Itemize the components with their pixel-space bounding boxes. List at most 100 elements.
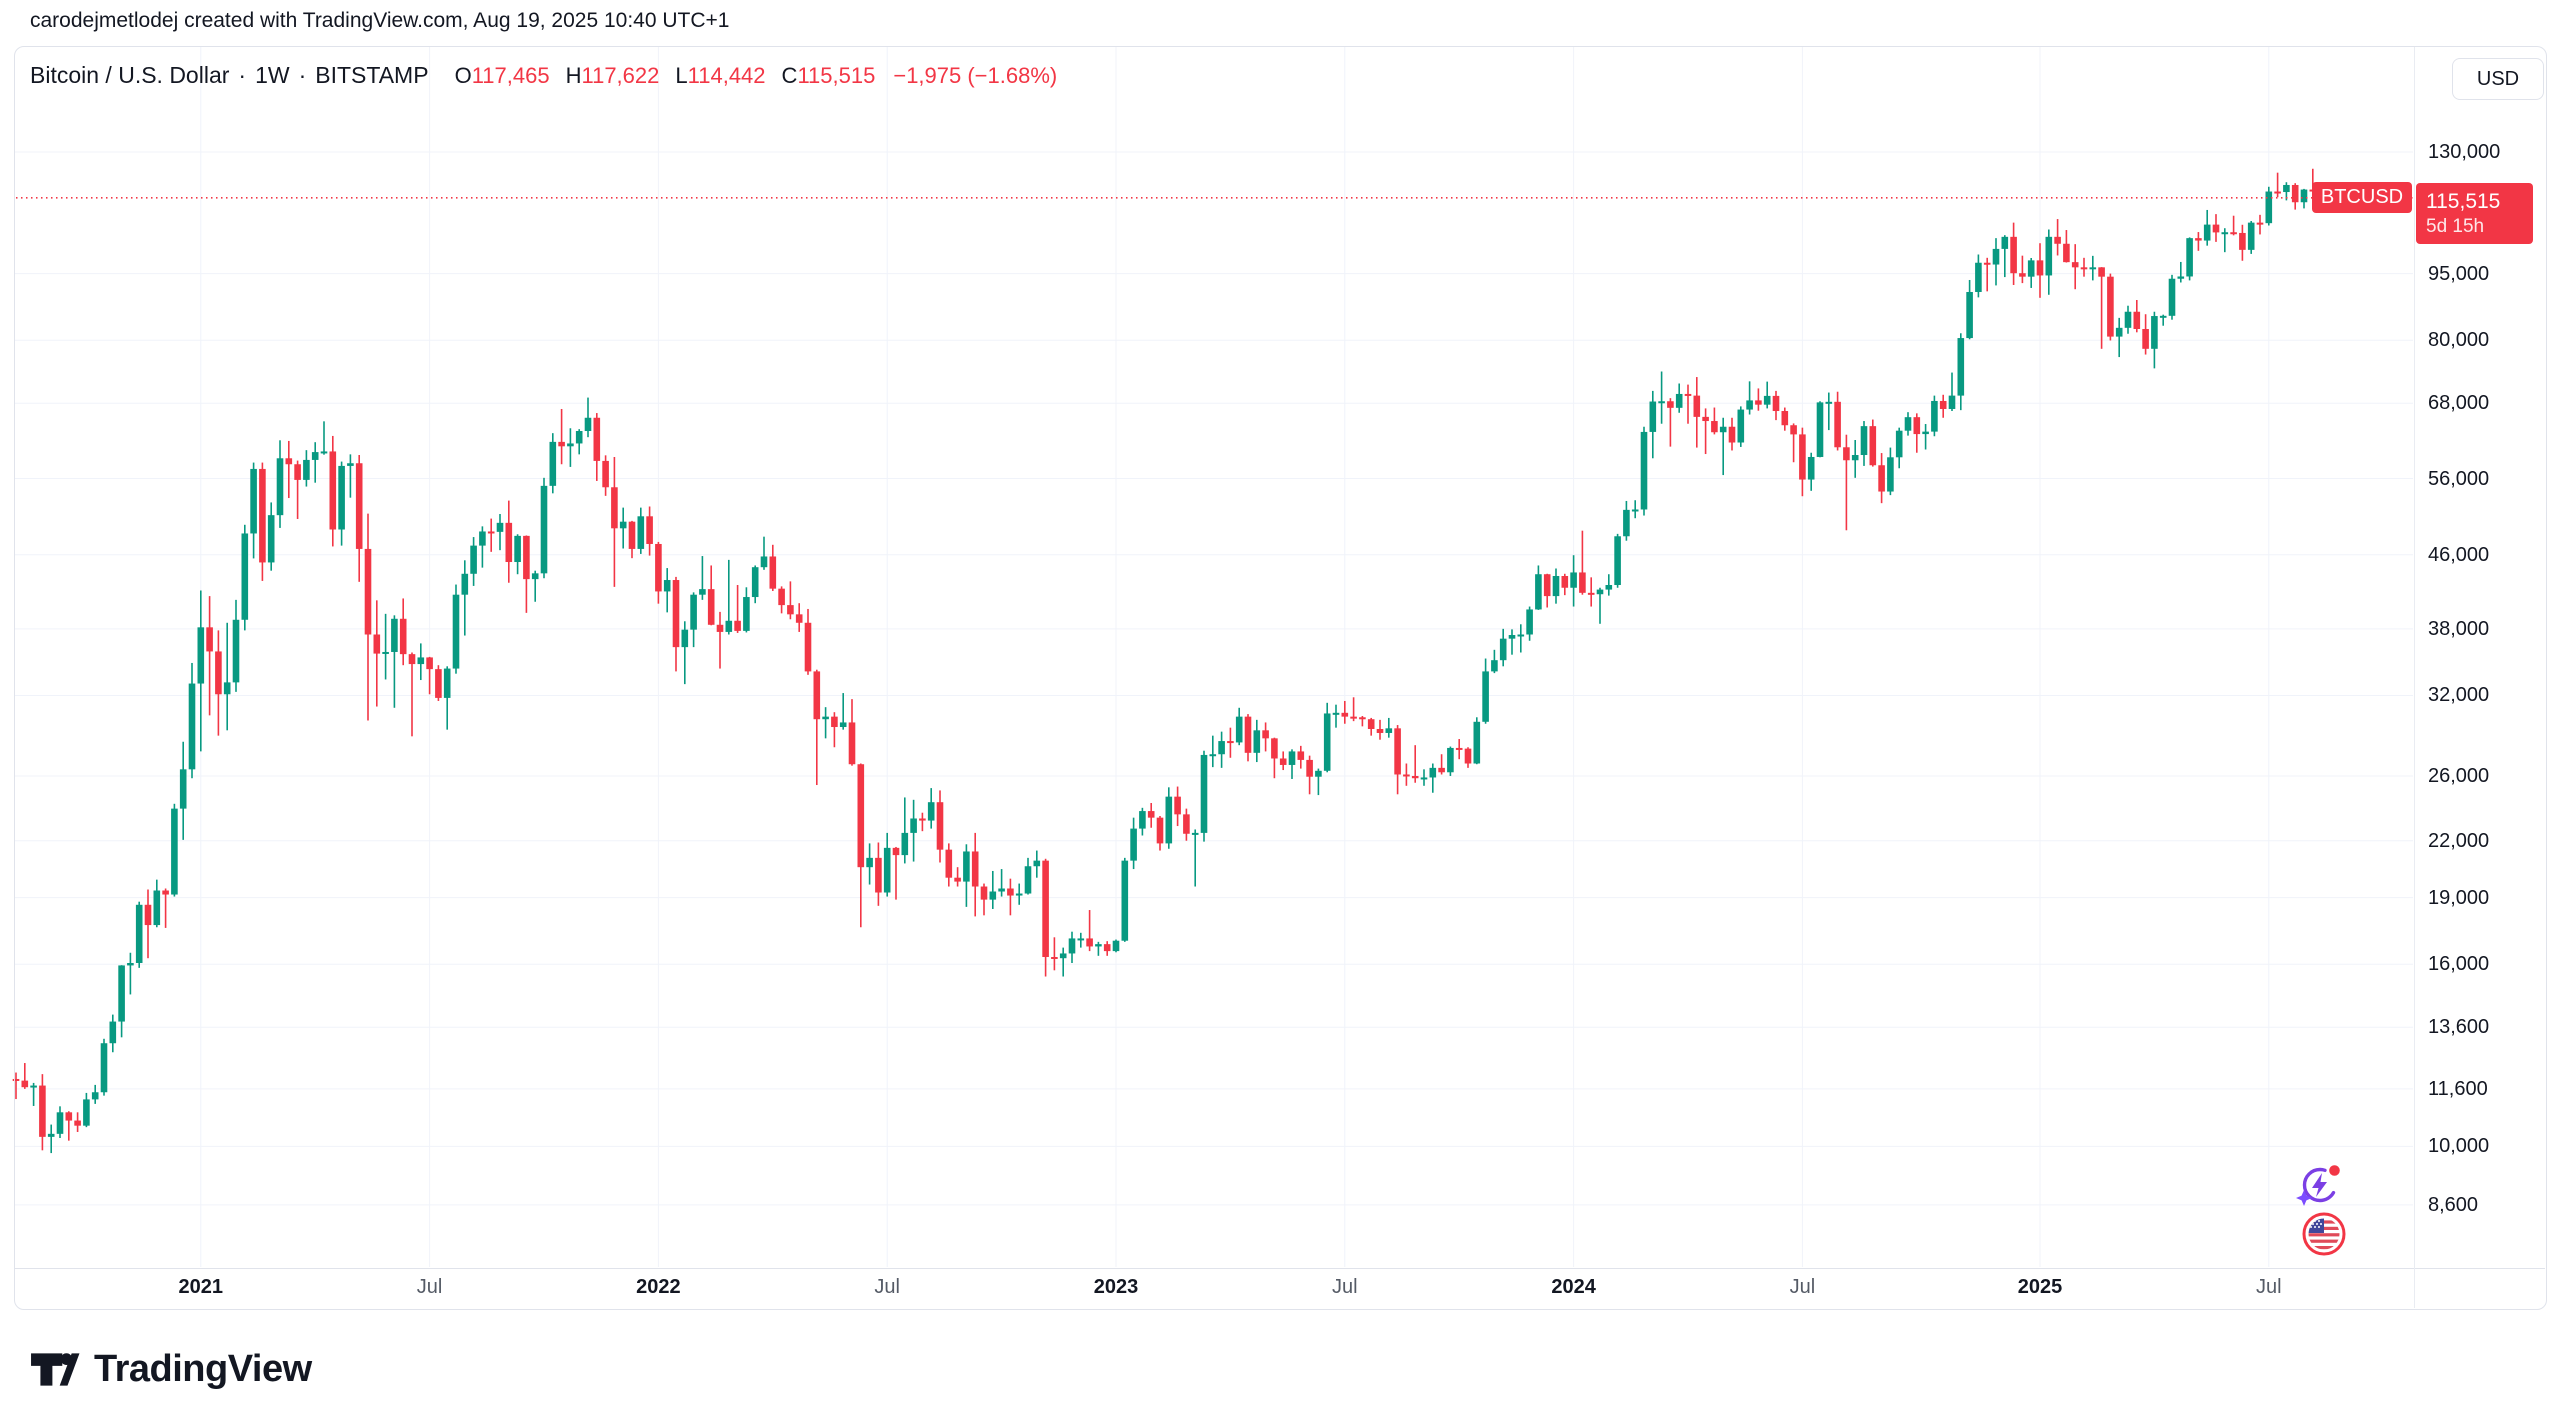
candle-body	[153, 890, 161, 926]
candle-body	[1491, 660, 1498, 672]
candle-body	[1271, 738, 1278, 759]
candle-body	[2230, 232, 2237, 235]
candle-body	[1667, 401, 1674, 408]
candle-body	[1077, 938, 1085, 941]
candle-body	[2010, 236, 2017, 274]
candle-body	[1931, 400, 1938, 432]
candle-body	[1807, 456, 1815, 480]
candle-body	[470, 545, 477, 574]
candle-body	[1543, 574, 1551, 597]
candle-body	[426, 657, 433, 670]
candle-body	[1042, 860, 1049, 958]
candle-body	[1068, 938, 1076, 954]
low-label: L	[675, 63, 688, 88]
candle-body	[663, 580, 671, 592]
candle-body	[813, 671, 821, 720]
us-flag-economic-events-icon[interactable]	[2302, 1212, 2346, 1256]
candle-body	[1218, 741, 1225, 755]
candle-body	[259, 468, 266, 563]
candle-body	[919, 818, 926, 821]
candle-body	[505, 522, 513, 563]
candle-body	[2036, 260, 2044, 276]
candle-body	[435, 669, 442, 698]
candle-body	[540, 485, 548, 574]
candle-body	[910, 818, 917, 833]
candle-body	[1878, 465, 1885, 492]
candle-body	[980, 886, 988, 900]
candle-body	[857, 764, 865, 868]
candle-body	[347, 463, 354, 466]
candle-body	[1033, 860, 1041, 867]
candle-body	[681, 629, 689, 648]
candle-body	[285, 458, 293, 465]
candle-body	[1561, 575, 1569, 588]
exchange-label: BITSTAMP	[315, 62, 429, 88]
candle-body	[1631, 509, 1639, 512]
candle-body	[1755, 400, 1762, 405]
candle-body	[1438, 767, 1445, 773]
candle-body	[171, 808, 178, 895]
candle-body	[1183, 814, 1190, 834]
candle-body	[1464, 748, 1472, 764]
candle-body	[725, 620, 733, 632]
candle-body	[2071, 262, 2079, 268]
candle-body	[250, 468, 257, 534]
price-tick-label: 10,000	[2428, 1135, 2490, 1158]
candle-body	[2001, 236, 2009, 249]
candle-body	[1552, 575, 1560, 597]
candle-body	[602, 460, 609, 488]
tradingview-logo[interactable]: TradingView	[30, 1344, 312, 1394]
price-tick-label: 13,600	[2428, 1016, 2490, 1039]
candle-body	[989, 891, 997, 900]
candle-body	[338, 465, 345, 530]
candle-body	[1323, 713, 1331, 771]
candle-body	[2283, 184, 2290, 193]
candle-body	[2177, 276, 2185, 279]
candle-body	[1332, 712, 1340, 715]
candle-body	[2212, 224, 2220, 233]
candle-body	[1799, 434, 1806, 480]
candle-body	[1156, 817, 1164, 844]
candle-body	[1684, 393, 1692, 396]
candle-body	[21, 1080, 29, 1088]
candle-body	[2098, 267, 2105, 277]
candle-body	[927, 802, 935, 821]
price-tick-label: 38,000	[2428, 617, 2490, 640]
candle-body	[2080, 267, 2088, 270]
time-tick-label: 2021	[178, 1276, 224, 1298]
candle-body	[1728, 426, 1736, 443]
candle-body	[646, 516, 653, 544]
candle-body	[83, 1099, 90, 1126]
tradingview-wordmark: TradingView	[94, 1347, 312, 1390]
candle-body	[2133, 311, 2141, 330]
candle-body	[2247, 222, 2255, 250]
currency-usd-button[interactable]: USD	[2452, 58, 2544, 100]
candle-body	[1306, 759, 1313, 777]
candle-body	[232, 619, 240, 683]
candle-body	[1913, 417, 1921, 435]
ohlc-values: O117,465 H117,622 L114,442 C115,515 −1,9…	[455, 63, 1058, 89]
candle-body	[1244, 716, 1252, 753]
open-label: O	[454, 63, 472, 88]
candle-body	[311, 452, 319, 460]
candle-body	[197, 627, 205, 684]
candle-body	[531, 573, 539, 580]
candle-body	[1605, 585, 1613, 590]
candle-body	[690, 594, 697, 630]
sparkle-icon	[2296, 1190, 2312, 1206]
candle-body	[2107, 276, 2114, 337]
candle-body	[1746, 400, 1753, 410]
candle-body	[1473, 721, 1481, 764]
candle-body	[100, 1043, 108, 1093]
candle-body	[1086, 938, 1093, 947]
candle-body	[1007, 888, 1014, 896]
spark-events-icon[interactable]	[2296, 1162, 2342, 1208]
candle-body	[1341, 712, 1349, 717]
price-tick-label: 46,000	[2428, 543, 2490, 566]
time-tick-label: Jul	[2256, 1276, 2282, 1298]
candle-body	[1517, 634, 1525, 637]
candle-body	[479, 531, 486, 546]
candle-body	[1992, 248, 2000, 265]
bar-countdown: 5d 15h	[2426, 215, 2485, 237]
candle-body	[567, 443, 574, 447]
